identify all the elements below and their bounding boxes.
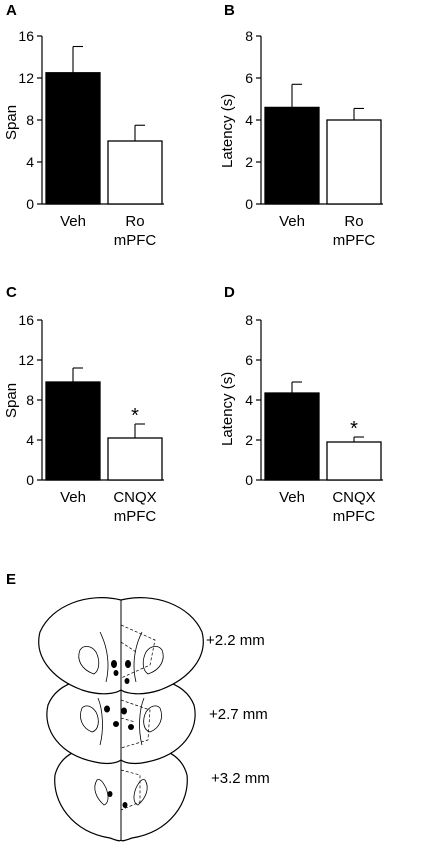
level-label-2-2mm: +2.2 mm (206, 632, 265, 649)
y-tick-label: 6 (245, 70, 253, 86)
y-tick-label: 8 (26, 392, 34, 408)
y-tick-label: 0 (245, 472, 253, 488)
panel-e: E (0, 570, 438, 850)
bar-veh (45, 381, 101, 481)
y-tick-label: 16 (18, 28, 34, 44)
panel-letter-e: E (6, 571, 17, 588)
category-label: Veh (60, 489, 86, 506)
panel-letter-c: C (6, 284, 17, 301)
y-tick-label: 4 (245, 392, 253, 408)
panel-letter-d: D (224, 284, 235, 301)
panel-letter-b: B (224, 2, 235, 19)
chart-d: 0 2 4 6 8 Veh * CNQX mPFC (245, 312, 383, 525)
injection-site-markers (104, 660, 134, 808)
y-tick-label: 8 (245, 312, 253, 328)
bar-veh (45, 72, 101, 205)
level-label-2-7mm: +2.7 mm (209, 706, 268, 723)
y-tick-label: 8 (245, 28, 253, 44)
bar-veh (264, 392, 320, 481)
category-label: Veh (279, 213, 305, 230)
y-tick-label: 4 (26, 432, 34, 448)
chart-c: 0 4 8 12 16 Veh * CNQX mPFC (18, 312, 164, 525)
y-tick-label: 4 (26, 154, 34, 170)
y-tick-label: 4 (245, 112, 253, 128)
category-label: CNQX (332, 489, 375, 506)
category-label: mPFC (333, 508, 376, 525)
panel-b: B Latency (s) 0 2 4 6 8 Veh Ro mPFC (219, 0, 438, 285)
chart-b: 0 2 4 6 8 Veh Ro mPFC (245, 28, 383, 249)
y-tick-label: 0 (245, 196, 253, 212)
y-tick-label: 12 (18, 352, 34, 368)
category-label: mPFC (114, 232, 157, 249)
y-tick-label: 2 (245, 432, 253, 448)
bar-ro-mpfc (326, 119, 382, 205)
panel-a: A Span 0 4 8 12 16 Veh Ro mPFC (0, 0, 219, 285)
y-tick-label: 6 (245, 352, 253, 368)
category-label: Veh (279, 489, 305, 506)
category-label: mPFC (114, 508, 157, 525)
category-label: Veh (60, 213, 86, 230)
bar-cnqx-mpfc (107, 437, 163, 481)
y-tick-label: 0 (26, 196, 34, 212)
panel-d: D Latency (s) 0 2 4 6 8 Veh * CNQX mPFC (219, 280, 438, 555)
y-tick-label: 0 (26, 472, 34, 488)
y-tick-label: 16 (18, 312, 34, 328)
category-label: mPFC (333, 232, 376, 249)
significance-marker: * (131, 405, 139, 427)
category-label: CNQX (113, 489, 156, 506)
bar-veh (264, 106, 320, 205)
panel-letter-a: A (6, 2, 17, 19)
bar-ro-mpfc (107, 140, 163, 205)
chart-a: 0 4 8 12 16 Veh Ro mPFC (18, 28, 164, 249)
y-tick-label: 8 (26, 112, 34, 128)
level-label-3-2mm: +3.2 mm (211, 770, 270, 787)
y-tick-label: 2 (245, 154, 253, 170)
y-tick-label: 12 (18, 70, 34, 86)
category-label: Ro (125, 213, 144, 230)
panel-c: C Span 0 4 8 12 16 Veh * CNQX mPFC (0, 280, 219, 555)
bar-cnqx-mpfc (326, 441, 382, 481)
significance-marker: * (350, 418, 358, 440)
brain-sections-drawing (38, 597, 204, 842)
category-label: Ro (344, 213, 363, 230)
